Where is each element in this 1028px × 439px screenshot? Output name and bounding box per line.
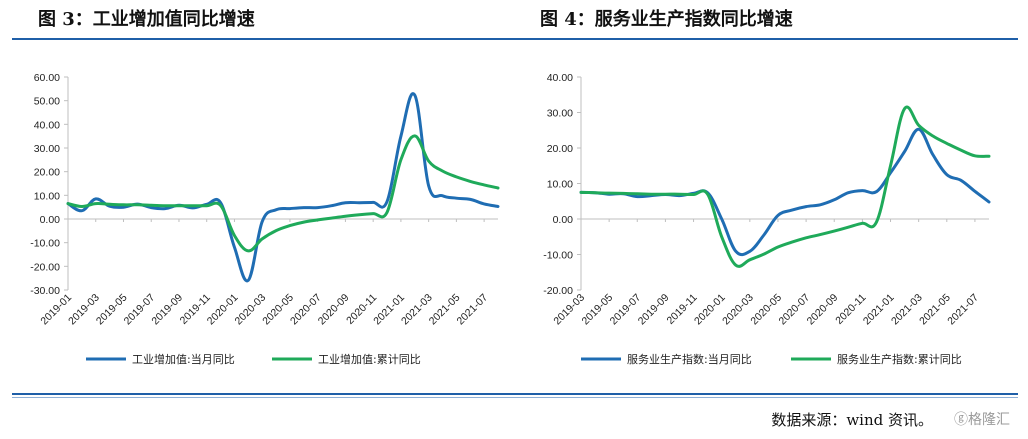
y-tick-label: 40.00 <box>34 119 60 131</box>
y-tick-label: -20.00 <box>543 285 573 297</box>
data-source-note: 数据来源：wind 资讯。 <box>771 411 933 429</box>
x-tick-label: 2019-09 <box>636 292 672 328</box>
series-line <box>66 92 500 283</box>
chart-title-services: 图 4：服务业生产指数同比增速 <box>540 9 793 30</box>
watermark-logo: ⓖ 格隆汇 <box>954 409 1010 429</box>
y-tick-label: 10.00 <box>547 179 573 191</box>
y-tick-label: 20.00 <box>547 143 573 155</box>
legend-label: 工业增加值:当月同比 <box>132 352 235 366</box>
y-tick-label: -30.00 <box>30 285 60 297</box>
services-production-index-chart: 40.00 30.00 20.00 10.00 0.00 -10.00 -20.00 2019… <box>543 72 991 366</box>
x-tick-label: 2019-09 <box>149 292 185 328</box>
y-tick-label: 10.00 <box>34 190 60 202</box>
legend-label: 工业增加值:累计同比 <box>318 352 421 366</box>
bottom-divider <box>12 393 1018 395</box>
y-tick-label: 30.00 <box>34 143 60 155</box>
y-tick-label: 0.00 <box>40 214 61 226</box>
top-divider <box>12 38 1018 40</box>
x-tick-label: 2020-09 <box>805 292 841 328</box>
x-tick-label: 2021-07 <box>945 292 981 328</box>
y-tick-label: 40.00 <box>547 72 573 84</box>
series-line <box>66 134 500 253</box>
series-line <box>579 105 991 268</box>
chart-title-industrial: 图 3：工业增加值同比增速 <box>38 9 255 30</box>
series-line <box>579 127 991 257</box>
legend-label: 服务业生产指数:当月同比 <box>627 352 752 366</box>
y-tick-label: -10.00 <box>543 250 573 262</box>
y-tick-label: 50.00 <box>34 96 60 108</box>
y-tick-label: -10.00 <box>30 238 60 250</box>
industrial-value-added-chart: 60.00 50.00 40.00 30.00 20.00 10.00 0.00 -10.00… <box>30 72 500 366</box>
watermark-text: 格隆汇 <box>968 412 1010 428</box>
y-tick-label: 20.00 <box>34 167 60 179</box>
y-tick-label: 30.00 <box>547 108 573 120</box>
legend-label: 服务业生产指数:累计同比 <box>837 352 962 366</box>
y-tick-label: -20.00 <box>30 261 60 273</box>
bottom-divider-thin <box>12 397 1018 398</box>
y-tick-label: 0.00 <box>553 214 574 226</box>
x-tick-label: 2021-07 <box>455 292 491 328</box>
x-tick-label: 2020-09 <box>316 292 352 328</box>
y-tick-label: 60.00 <box>34 72 60 84</box>
